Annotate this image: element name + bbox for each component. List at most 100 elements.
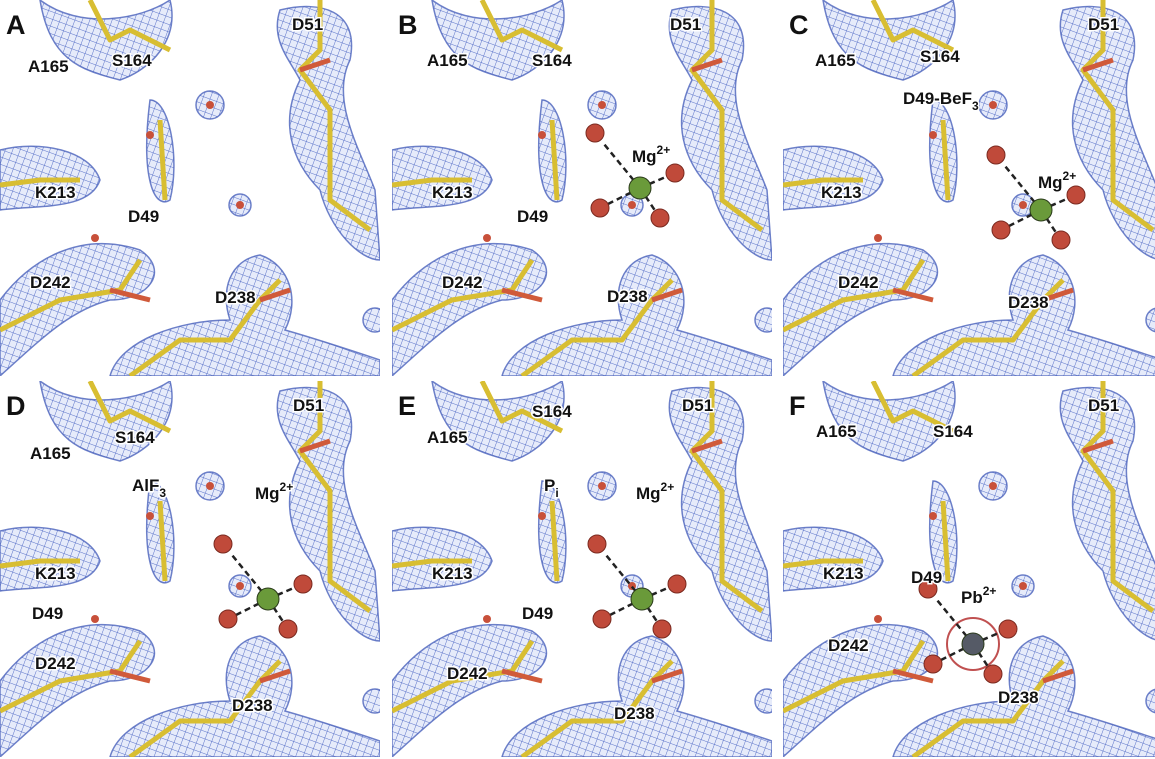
panel-letter: D <box>6 391 26 421</box>
water <box>1067 186 1085 204</box>
label-text: D49 <box>517 207 548 226</box>
label-text: K213 <box>432 564 473 583</box>
label-text: D51 <box>682 396 713 415</box>
label-text: D242 <box>30 273 71 292</box>
residue-label: D238 <box>998 688 1039 707</box>
label-text: D51 <box>292 15 323 34</box>
label-text: Mg <box>632 147 657 166</box>
panel: B A165 S164 D51 Mg2+ K213 D49 D242 D238 <box>392 0 779 376</box>
label-text: D238 <box>215 288 256 307</box>
label-text: D49 <box>32 604 63 623</box>
water <box>987 146 1005 164</box>
label-text: D242 <box>35 654 76 673</box>
residue-label: K213 <box>35 183 76 202</box>
residue-label: S164 <box>115 428 155 447</box>
residue-label: D242 <box>442 273 483 292</box>
residue-label: K213 <box>821 183 862 202</box>
residue-label: D49 <box>522 604 553 623</box>
label-text: D51 <box>1088 396 1119 415</box>
label-sup: 2+ <box>1063 169 1077 183</box>
label-sub: 3 <box>972 99 979 113</box>
residue-label: A165 <box>427 51 468 70</box>
residue-label: D242 <box>447 664 488 683</box>
label-text: S164 <box>933 422 973 441</box>
label-text: D49-BeF <box>903 89 972 108</box>
label-text: D49 <box>128 207 159 226</box>
label-text: D51 <box>293 396 324 415</box>
label-text: D51 <box>670 15 701 34</box>
residue-label: D51 <box>1088 396 1119 415</box>
residue-label: S164 <box>933 422 973 441</box>
water <box>992 221 1010 239</box>
metal-ion <box>629 177 651 199</box>
residue-label: D51 <box>293 396 324 415</box>
residue-label: D49 <box>128 207 159 226</box>
label-sub: i <box>555 486 558 500</box>
label-text: P <box>544 476 555 495</box>
label-text: A165 <box>427 51 468 70</box>
residue-label: A165 <box>30 444 71 463</box>
label-text: K213 <box>823 564 864 583</box>
label-text: S164 <box>532 51 572 70</box>
figure: AA165S164D51K213D49D242D238BA165S164D51M… <box>0 0 1155 759</box>
label-text: K213 <box>821 183 862 202</box>
water <box>586 124 604 142</box>
panel-letter: C <box>789 10 809 40</box>
label-text: A165 <box>28 57 69 76</box>
label-text: S164 <box>115 428 155 447</box>
label-text: D242 <box>828 636 869 655</box>
residue-label: S164 <box>532 402 572 421</box>
water <box>588 535 606 553</box>
label-text: D238 <box>607 287 648 306</box>
residue-label: A165 <box>816 422 857 441</box>
residue-label: S164 <box>532 51 572 70</box>
residue-label: D49 <box>517 207 548 226</box>
label-sup: 2+ <box>657 143 671 157</box>
water <box>1052 231 1070 249</box>
residue-label: D238 <box>607 287 648 306</box>
residue-label: D49 <box>911 568 942 587</box>
label-text: D51 <box>1088 15 1119 34</box>
residue-label: D51 <box>292 15 323 34</box>
panel-letter: B <box>398 10 418 40</box>
panel-letter: F <box>789 391 806 421</box>
label-text: D49 <box>522 604 553 623</box>
label-text: Mg <box>1038 173 1063 192</box>
label-text: D242 <box>447 664 488 683</box>
label-text: K213 <box>35 183 76 202</box>
residue-label: D51 <box>670 15 701 34</box>
residue-label: D242 <box>838 273 879 292</box>
water <box>214 535 232 553</box>
residue-label: D242 <box>35 654 76 673</box>
label-text: A165 <box>30 444 71 463</box>
residue-label: D238 <box>215 288 256 307</box>
residue-label: D238 <box>232 696 273 715</box>
label-sup: 2+ <box>280 480 294 494</box>
label-text: A165 <box>427 428 468 447</box>
residue-label: D242 <box>30 273 71 292</box>
residue-label: S164 <box>920 47 960 66</box>
label-text: S164 <box>532 402 572 421</box>
water <box>279 620 297 638</box>
residue-label: D238 <box>614 704 655 723</box>
water <box>593 610 611 628</box>
label-text: A165 <box>815 51 856 70</box>
panel-letter: E <box>398 391 416 421</box>
metal-ion <box>257 588 279 610</box>
water <box>653 620 671 638</box>
residue-label: K213 <box>432 183 473 202</box>
label-text: AlF <box>132 476 159 495</box>
water <box>651 209 669 227</box>
label-text: S164 <box>112 51 152 70</box>
water <box>999 620 1017 638</box>
residue-label: Mg2+ <box>255 480 293 503</box>
residue-label: K213 <box>823 564 864 583</box>
residue-label: D51 <box>1088 15 1119 34</box>
label-text: Mg <box>636 484 661 503</box>
metal-ion <box>631 588 653 610</box>
residue-label: Mg2+ <box>636 480 674 503</box>
label-sup: 2+ <box>983 584 997 598</box>
residue-label: S164 <box>112 51 152 70</box>
